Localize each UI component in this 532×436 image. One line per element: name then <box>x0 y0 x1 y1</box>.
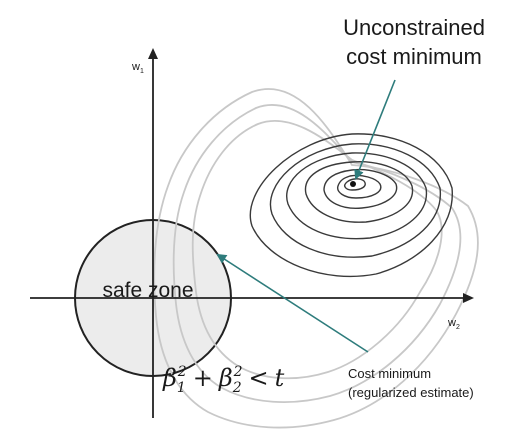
cost-minimum-label-line2: (regularized estimate) <box>348 385 474 400</box>
constraint-formula: β12 + β22 < t <box>162 364 285 396</box>
cost-minimum-arrow <box>216 253 369 353</box>
safe-zone-label: safe zone <box>102 279 193 302</box>
inner-contours <box>249 133 453 278</box>
horizontal-axis-arrowhead <box>463 293 474 303</box>
vertical-axis-label: w1 <box>131 61 144 75</box>
unconstrained-arrow <box>354 79 396 180</box>
unconstrained-label-line2: cost minimum <box>346 44 482 69</box>
vertical-axis-arrowhead <box>148 48 158 59</box>
cost-minimum-label-line1: Cost minimum <box>348 366 431 381</box>
horizontal-axis-label: w2 <box>447 317 460 331</box>
unconstrained-minimum-point <box>350 181 356 187</box>
outer-contours <box>153 88 479 429</box>
unconstrained-label-line1: Unconstrained <box>343 15 485 40</box>
